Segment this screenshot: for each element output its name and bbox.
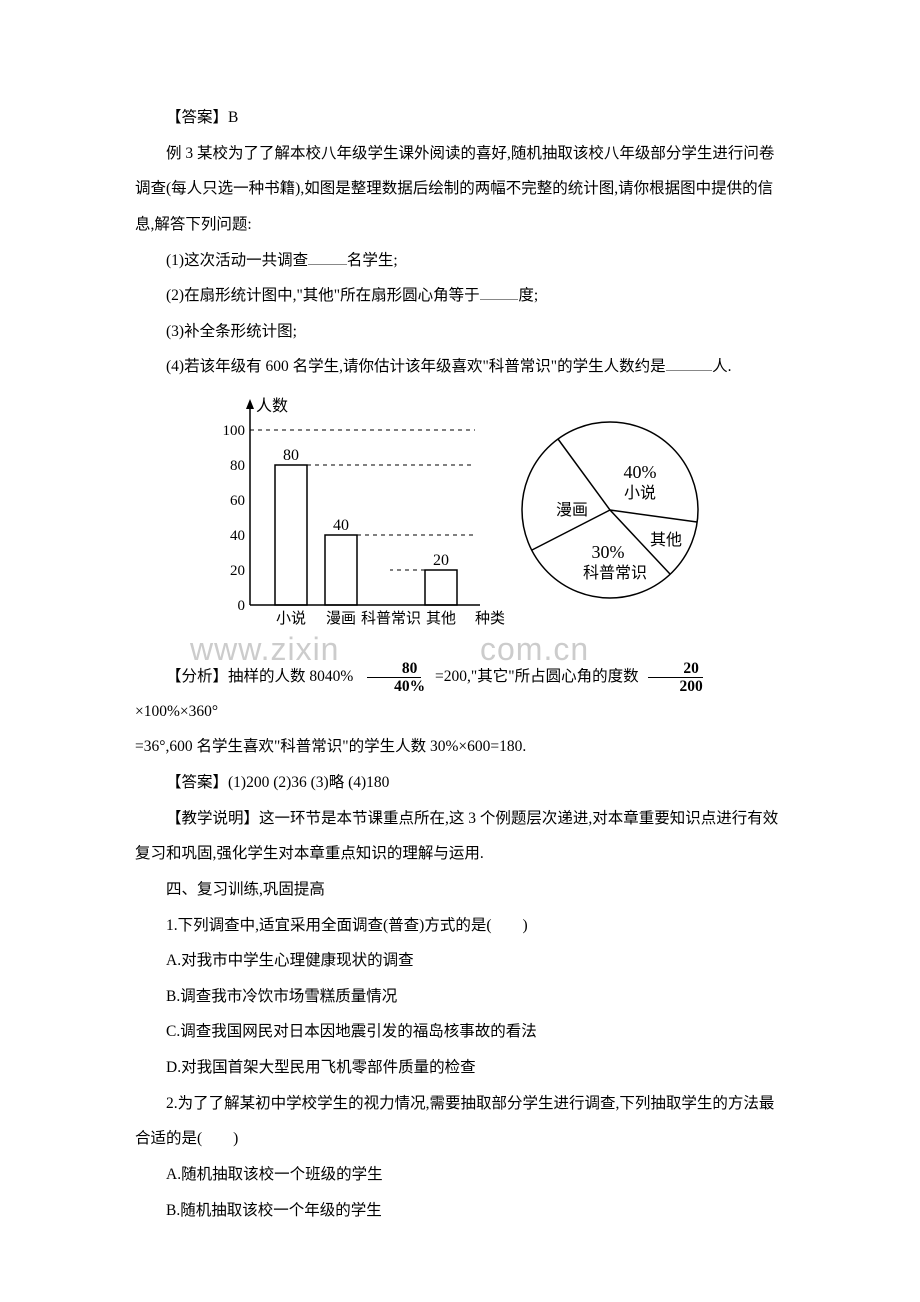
frac2-num: 20 <box>648 660 703 678</box>
q4-post: 人. <box>712 358 731 375</box>
svg-text:40: 40 <box>230 528 245 544</box>
problem-2b: B.随机抽取该校一个年级的学生 <box>135 1193 785 1229</box>
analysis-mid1: =200,"其它"所占圆心角的度数 <box>435 668 639 685</box>
bar-and-pie-svg: 人数 0 20 40 60 80 100 80 40 20 小说 漫画 <box>220 395 700 655</box>
svg-text:科普常识: 科普常识 <box>583 564 647 582</box>
example3-intro: 例 3 某校为了了解本校八年级学生课外阅读的喜好,随机抽取该校八年级部分学生进行… <box>135 136 785 243</box>
svg-text:科普常识: 科普常识 <box>361 610 421 627</box>
svg-text:60: 60 <box>230 493 245 509</box>
analysis-mid2: ×100%×360° <box>135 703 218 720</box>
problem-1c: C.调查我国网民对日本因地震引发的福岛核事故的看法 <box>135 1014 785 1050</box>
answer-b: 【答案】B <box>135 100 785 136</box>
svg-text:20: 20 <box>433 552 449 569</box>
frac2-den: 200 <box>644 678 706 695</box>
question-3: (3)补全条形统计图; <box>135 314 785 350</box>
y-axis-label: 人数 <box>256 397 288 415</box>
section-4: 四、复习训练,巩固提高 <box>135 872 785 908</box>
svg-text:小说: 小说 <box>624 484 656 502</box>
svg-text:20: 20 <box>230 563 245 579</box>
blank-1 <box>308 248 347 265</box>
q2-pre: (2)在扇形统计图中,"其他"所在扇形圆心角等于 <box>166 287 480 304</box>
question-1: (1)这次活动一共调查 名学生; <box>135 243 785 279</box>
svg-text:小说: 小说 <box>276 610 306 627</box>
problem-2: 2.为了了解某初中学校学生的视力情况,需要抽取部分学生进行调查,下列抽取学生的方… <box>135 1086 785 1157</box>
blank-4 <box>666 355 713 372</box>
svg-text:0: 0 <box>238 598 246 614</box>
svg-text:40: 40 <box>333 517 349 534</box>
charts-figure: 人数 0 20 40 60 80 100 80 40 20 小说 漫画 <box>135 395 785 655</box>
analysis-end: =36°,600 名学生喜欢"科普常识"的学生人数 30%×600=180. <box>135 729 785 765</box>
svg-text:100: 100 <box>223 423 246 439</box>
problem-1b: B.调查我市冷饮市场雪糕质量情况 <box>135 979 785 1015</box>
fraction-1: 80 40% <box>359 660 429 695</box>
problem-1: 1.下列调查中,适宜采用全面调查(普查)方式的是( ) <box>135 908 785 944</box>
blank-2 <box>480 284 519 301</box>
analysis-pre: 【分析】抽样的人数 8040% <box>166 668 353 685</box>
svg-text:80: 80 <box>230 458 245 474</box>
answer-line: 【答案】(1)200 (2)36 (3)略 (4)180 <box>135 765 785 801</box>
analysis-line: 【分析】抽样的人数 8040% 80 40% =200,"其它"所占圆心角的度数… <box>135 660 785 729</box>
problem-2a: A.随机抽取该校一个班级的学生 <box>135 1157 785 1193</box>
question-2: (2)在扇形统计图中,"其他"所在扇形圆心角等于 度; <box>135 278 785 314</box>
q2-post: 度; <box>518 287 538 304</box>
problem-1a: A.对我市中学生心理健康现状的调查 <box>135 943 785 979</box>
svg-text:其他: 其他 <box>426 610 456 627</box>
problem-1d: D.对我国首架大型民用飞机零部件质量的检查 <box>135 1050 785 1086</box>
question-4: (4)若该年级有 600 名学生,请你估计该年级喜欢"科普常识"的学生人数约是 人… <box>135 349 785 385</box>
frac1-num: 80 <box>367 660 422 678</box>
fraction-2: 20 200 <box>644 660 706 695</box>
svg-text:漫画: 漫画 <box>556 501 588 519</box>
svg-text:漫画: 漫画 <box>326 610 356 627</box>
svg-text:30%: 30% <box>592 542 625 562</box>
svg-text:种类: 种类 <box>475 610 505 627</box>
teaching-note: 【教学说明】这一环节是本节课重点所在,这 3 个例题层次递进,对本章重要知识点进… <box>135 801 785 872</box>
svg-text:80: 80 <box>283 447 299 464</box>
q1-post: 名学生; <box>347 252 398 269</box>
svg-text:40%: 40% <box>624 462 657 482</box>
q1-pre: (1)这次活动一共调查 <box>166 252 308 269</box>
svg-text:其他: 其他 <box>650 531 682 549</box>
frac1-den: 40% <box>359 678 429 695</box>
q4-pre: (4)若该年级有 600 名学生,请你估计该年级喜欢"科普常识"的学生人数约是 <box>166 358 666 375</box>
